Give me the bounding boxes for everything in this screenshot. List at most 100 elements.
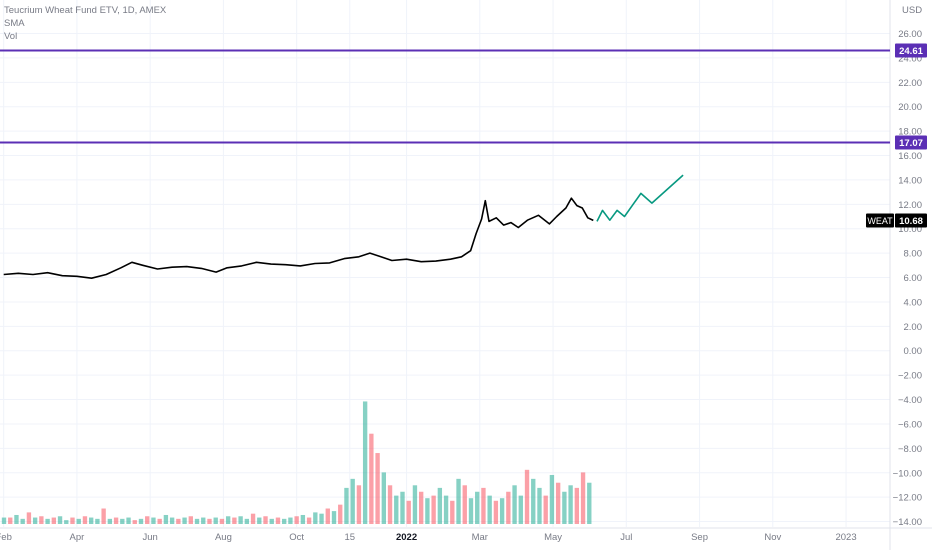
volume-bar bbox=[362, 401, 368, 524]
projection-line bbox=[596, 174, 684, 222]
volume-bar bbox=[225, 516, 231, 524]
volume-bar bbox=[188, 516, 193, 524]
volume-bar bbox=[39, 516, 44, 524]
volume-bar bbox=[182, 517, 187, 524]
volume-bar bbox=[555, 482, 561, 524]
y-tick-label: −6.00 bbox=[898, 419, 922, 430]
volume-bar bbox=[356, 485, 362, 524]
volume-bar bbox=[381, 472, 386, 524]
last-price-tag bbox=[895, 213, 927, 228]
volume-bar bbox=[418, 491, 424, 524]
volume-bar bbox=[213, 517, 218, 524]
volume-bar bbox=[338, 504, 343, 524]
y-tick-label: 24.00 bbox=[898, 53, 922, 64]
volume-bar bbox=[587, 482, 592, 524]
y-tick-label: 0.00 bbox=[904, 346, 923, 357]
x-tick-label: Aug bbox=[215, 532, 232, 543]
volume-bar bbox=[319, 513, 324, 524]
volume-bar bbox=[425, 498, 430, 524]
currency-label: USD bbox=[902, 5, 922, 16]
volume-bar bbox=[412, 485, 418, 524]
volume-bar bbox=[163, 514, 169, 524]
volume-bar bbox=[580, 472, 586, 524]
y-tick-label: 20.00 bbox=[898, 102, 922, 113]
volume-bar bbox=[219, 518, 225, 524]
volume-bar bbox=[95, 518, 100, 524]
volume-bar bbox=[257, 517, 262, 524]
volume-bar bbox=[282, 518, 287, 524]
y-tick-label: 22.00 bbox=[898, 78, 922, 89]
volume-bar bbox=[138, 518, 144, 524]
volume-bar bbox=[518, 495, 523, 524]
y-tick-label: 12.00 bbox=[898, 200, 922, 211]
x-tick-label: Nov bbox=[764, 532, 781, 543]
volume-bar bbox=[169, 517, 175, 524]
volume-bar bbox=[244, 518, 250, 524]
volume-bar bbox=[468, 498, 474, 524]
volume-bar bbox=[387, 485, 393, 524]
volume-bar bbox=[375, 453, 380, 524]
volume-bar bbox=[400, 491, 405, 524]
hline-price-tag-label-0: 24.61 bbox=[899, 46, 923, 57]
volume-bar bbox=[331, 511, 337, 524]
volume-bar bbox=[537, 487, 542, 524]
volume-bar bbox=[232, 517, 237, 524]
volume-bar bbox=[431, 495, 436, 524]
volume-bar bbox=[288, 517, 293, 524]
x-tick-label: Jun bbox=[143, 532, 158, 543]
volume-bar bbox=[32, 517, 38, 524]
volume-bar bbox=[512, 485, 517, 524]
volume-bar bbox=[306, 517, 312, 524]
volume-bar bbox=[176, 518, 181, 524]
hline-price-tag-0 bbox=[895, 43, 927, 58]
volume-bar bbox=[238, 516, 243, 524]
volume-bar bbox=[120, 518, 125, 524]
volume-bar bbox=[207, 518, 212, 524]
volume-bar bbox=[325, 508, 330, 524]
volume-bar bbox=[275, 517, 281, 524]
volume-bar bbox=[475, 491, 480, 524]
y-tick-label: 26.00 bbox=[898, 29, 922, 40]
x-tick-label: Sep bbox=[691, 532, 708, 543]
y-tick-label: −2.00 bbox=[898, 371, 922, 382]
volume-bar bbox=[113, 517, 119, 524]
volume-bar bbox=[20, 518, 25, 524]
volume-bar bbox=[14, 514, 19, 524]
volume-bar bbox=[394, 495, 399, 524]
y-tick-label: 8.00 bbox=[904, 249, 923, 260]
volume-bar bbox=[543, 495, 548, 524]
y-tick-label: −4.00 bbox=[898, 395, 922, 406]
x-tick-label: Oct bbox=[289, 532, 304, 543]
x-tick-label: Jul bbox=[620, 532, 632, 543]
volume-bar bbox=[313, 512, 318, 524]
y-tick-label: −8.00 bbox=[898, 444, 922, 455]
symbol-tag-label: WEAT bbox=[867, 216, 893, 226]
volume-bar bbox=[45, 518, 50, 524]
x-tick-label: 2023 bbox=[835, 532, 856, 543]
volume-bar bbox=[369, 433, 374, 524]
chart-title: Teucrium Wheat Fund ETV, 1D, AMEX bbox=[4, 5, 167, 16]
volume-bar bbox=[26, 512, 32, 524]
volume-bar bbox=[574, 487, 580, 524]
volume-bar bbox=[64, 520, 69, 524]
y-tick-label: −14.00 bbox=[893, 517, 922, 528]
volume-bar bbox=[549, 474, 555, 524]
volume-bar bbox=[8, 517, 13, 524]
volume-bar bbox=[406, 500, 411, 524]
y-tick-label: 2.00 bbox=[904, 322, 923, 333]
x-tick-label: May bbox=[544, 532, 562, 543]
x-tick-label: 15 bbox=[344, 532, 355, 543]
volume-bar bbox=[151, 517, 156, 524]
hline-price-tag-label-1: 17.07 bbox=[899, 138, 923, 149]
volume-bar bbox=[531, 478, 536, 524]
x-tick-label: Feb bbox=[0, 532, 12, 543]
volume-bar bbox=[437, 487, 443, 524]
indicator-sma[interactable]: SMA bbox=[4, 18, 25, 29]
indicator-vol[interactable]: Vol bbox=[4, 31, 18, 42]
y-tick-label: 4.00 bbox=[904, 297, 923, 308]
volume-bar bbox=[568, 485, 573, 524]
price-line bbox=[3, 197, 594, 279]
volume-bar bbox=[82, 516, 88, 524]
hline-price-tag-1 bbox=[895, 135, 927, 150]
